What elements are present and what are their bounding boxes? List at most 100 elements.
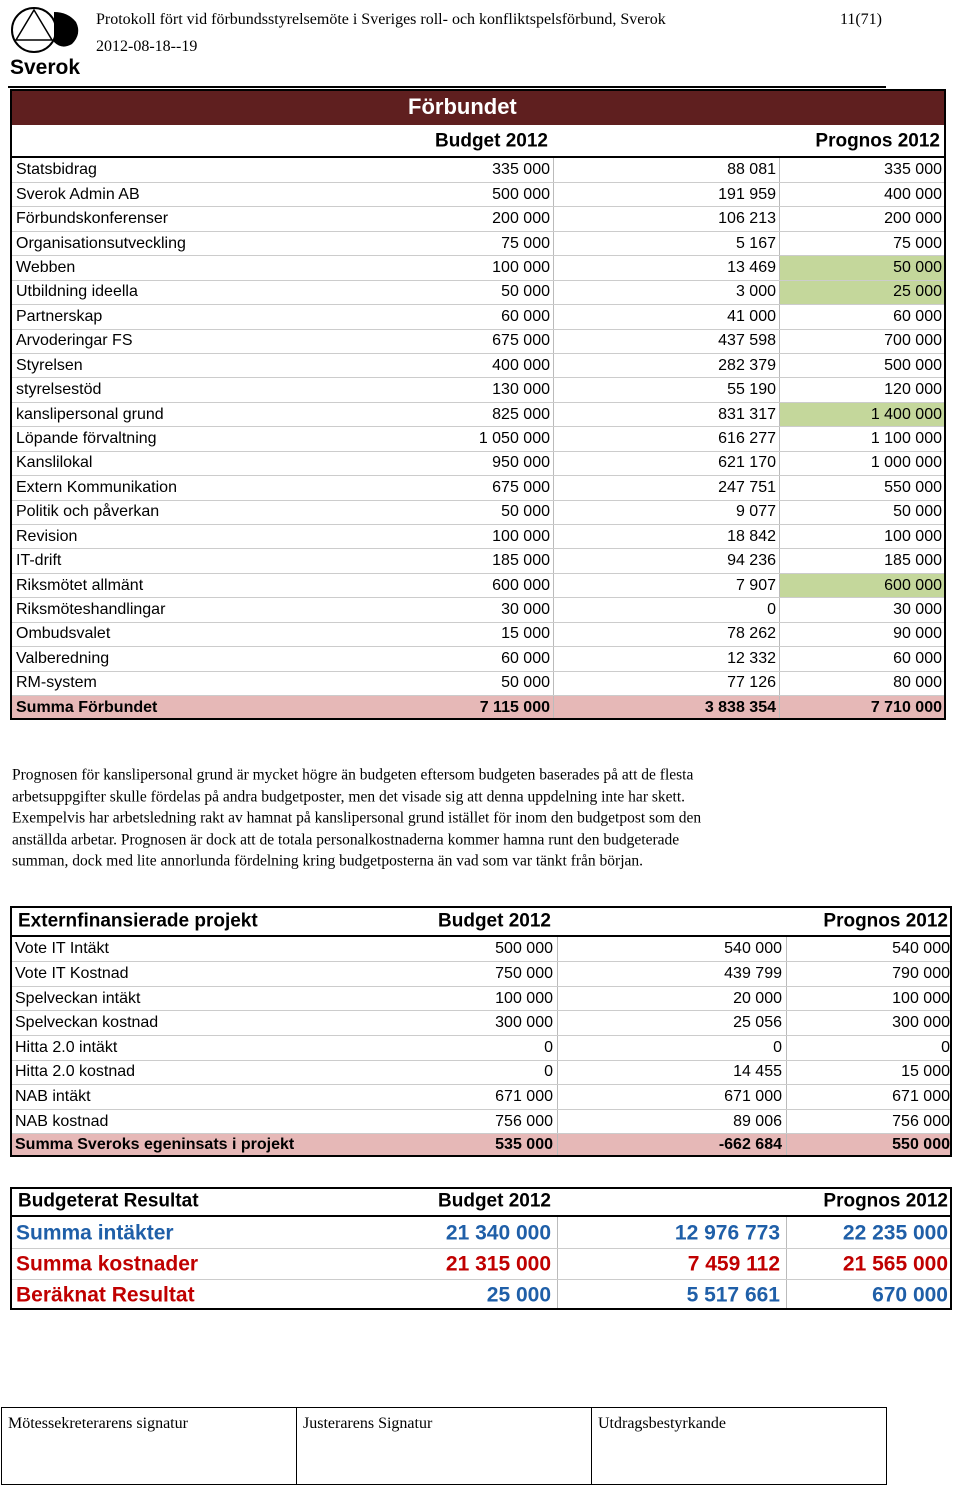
row-line [10,499,946,501]
cell-value: 90 000 [893,625,942,643]
cell-value: 0 [767,600,776,618]
row-label: Politik och påverkan [16,503,160,521]
cell-value: 120 000 [884,381,942,399]
column-header: Budget 2012 [438,910,551,932]
row-label: Arvoderingar FS [16,332,133,350]
cell-value: 25 000 [893,283,942,301]
highlight-cell [779,402,945,427]
cell-value: 550 000 [892,1136,950,1154]
col-line [557,1217,558,1310]
row-label: Kanslilokal [16,454,93,472]
row-line [10,548,946,550]
cell-value: 21 340 000 [445,1221,551,1245]
paragraph-line: summan, dock med lite annorlunda fördeln… [12,852,644,870]
row-line [10,181,946,183]
cell-value: 675 000 [492,332,550,350]
cell-value: 106 213 [718,210,776,228]
cell-value: 100 000 [495,989,553,1007]
cell-value: 0 [773,1038,782,1056]
cell-value: 22 235 000 [842,1221,948,1245]
row-label: styrelsestöd [16,381,102,399]
cell-value: 75 000 [501,234,550,252]
cell-value: 14 455 [733,1063,782,1081]
cell-value: 671 000 [892,1087,950,1105]
cell-value: 500 000 [884,356,942,374]
title-bar [10,89,946,125]
cell-value: 130 000 [492,381,550,399]
cell-value: 60 000 [501,307,550,325]
signature-label: Mötessekreterarens signatur [8,1415,188,1432]
cell-value: 94 236 [727,552,776,570]
cell-value: 7 115 000 [479,698,550,716]
row-label: Riksmöteshandlingar [16,600,166,618]
cell-value: 550 000 [884,478,942,496]
cell-value: 20 000 [733,989,782,1007]
cell-value: 7 459 112 [687,1252,780,1276]
row-label: NAB kostnad [15,1112,109,1130]
row-label: Valberedning [16,649,110,667]
page-number: 11(71) [839,11,882,28]
cell-value: 21 565 000 [842,1252,948,1276]
cell-value: 247 751 [718,478,776,496]
column-header: Budget 2012 [438,1190,551,1212]
row-label: Ombudsvalet [16,625,111,643]
cell-value: 750 000 [495,964,553,982]
cell-value: 77 126 [727,674,776,692]
cell-value: 670 000 [872,1283,948,1307]
cell-value: 671 000 [495,1087,553,1105]
cell-value: 60 000 [893,307,942,325]
row-label: Extern Kommunikation [16,478,177,496]
cell-value: 790 000 [892,964,950,982]
row-line [10,1133,952,1135]
cell-value: 30 000 [893,600,942,618]
row-line [10,328,946,330]
row-label: Summa kostnader [16,1252,199,1276]
highlight-cell [779,255,945,281]
row-line [10,1059,952,1061]
table-frame [10,89,946,720]
cell-value: 191 959 [718,185,776,203]
cell-value: 7 710 000 [870,698,942,716]
row-line [10,694,946,696]
table-title: Förbundet [408,94,517,119]
row-line [10,475,946,477]
cell-value: 80 000 [893,674,942,692]
cell-value: 5 167 [735,234,776,252]
col-line [786,1217,787,1310]
signature-box [591,1407,887,1485]
cell-value: 282 379 [718,356,776,374]
cell-value: 185 000 [884,552,942,570]
row-label: Summa intäkter [16,1221,174,1245]
doc-date: 2012-08-18--19 [96,38,198,55]
cell-value: 700 000 [884,332,942,350]
cell-value: 671 000 [724,1087,782,1105]
column-header: Budget 2012 [435,130,548,152]
col-line [557,937,558,1157]
cell-value: 9 077 [735,503,776,521]
paragraph-line: Prognosen för kanslipersonal grund är my… [12,766,694,784]
cell-value: 535 000 [495,1136,553,1154]
cell-value: 200 000 [492,210,550,228]
table-frame [10,1187,952,1310]
cell-value: 50 000 [501,503,550,521]
highlight-cell [779,280,945,305]
cell-value: 600 000 [492,576,550,594]
row-label: Webben [16,258,76,276]
cell-value: 89 006 [733,1112,782,1130]
header-rule [8,86,886,88]
cell-value: 75 000 [893,234,942,252]
row-label: Summa Förbundet [16,698,158,716]
cell-value: 621 170 [718,454,776,472]
row-label: Spelveckan intäkt [15,989,141,1007]
cell-value: 675 000 [492,478,550,496]
column-header: Prognos 2012 [823,1190,948,1212]
cell-value: 1 400 000 [870,405,942,423]
cell-value: 950 000 [492,454,550,472]
row-label: Vote IT Kostnad [15,964,129,982]
row-label: Vote IT Intäkt [15,940,109,958]
row-label: Styrelsen [16,356,83,374]
row-label: Hitta 2.0 intäkt [15,1038,118,1056]
col-line [786,937,787,1157]
cell-value: 50 000 [501,283,550,301]
cell-value: 18 842 [727,527,776,545]
